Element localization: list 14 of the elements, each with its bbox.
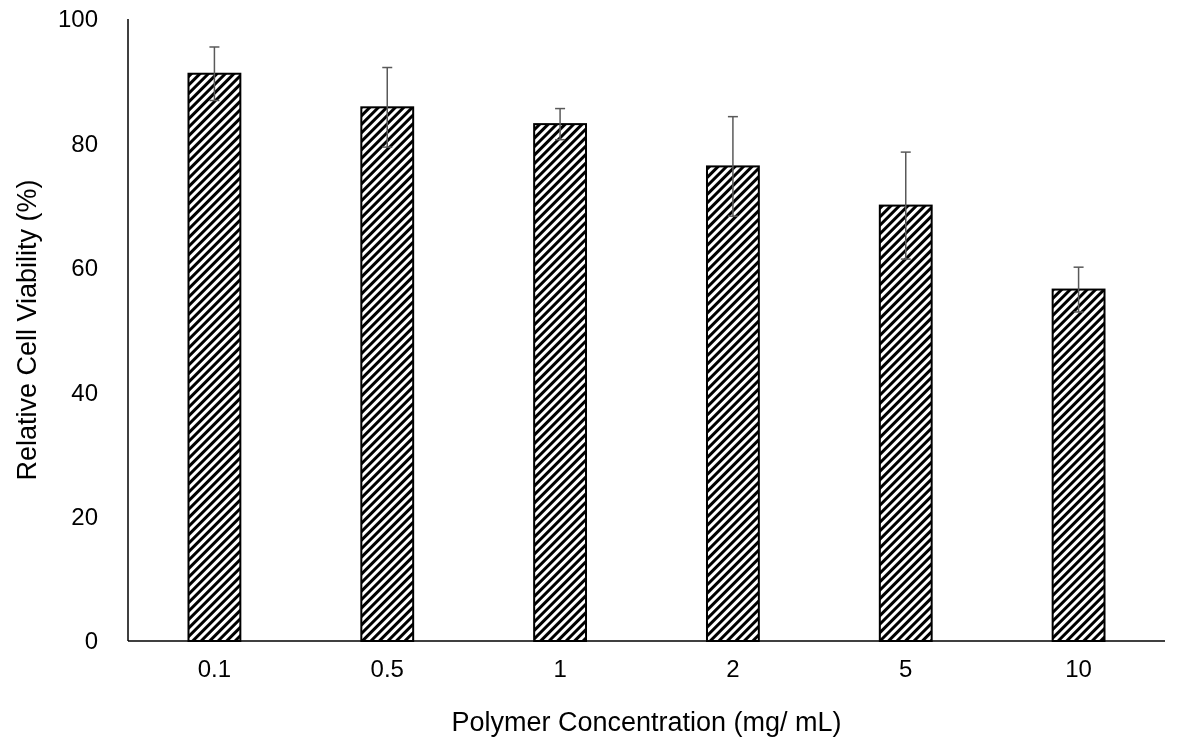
x-tick-label: 2	[726, 655, 740, 682]
y-tick-label: 20	[71, 503, 98, 530]
y-tick-label: 0	[84, 627, 98, 655]
y-tick-label: 80	[71, 129, 98, 157]
x-tick-label: 5	[899, 655, 913, 682]
x-tick-label: 1	[553, 655, 567, 682]
x-tick-label: 0.5	[370, 655, 404, 682]
x-axis-title: Polymer Concentration (mg/ mL)	[451, 707, 842, 737]
x-tick-label: 0.1	[197, 655, 232, 682]
x-tick-label: 10	[1065, 655, 1092, 682]
y-axis-title: Relative Cell Viability (%)	[12, 179, 42, 481]
y-tick-label: 100	[57, 5, 98, 33]
y-tick-label: 40	[71, 378, 98, 406]
y-tick-label: 60	[71, 254, 98, 282]
